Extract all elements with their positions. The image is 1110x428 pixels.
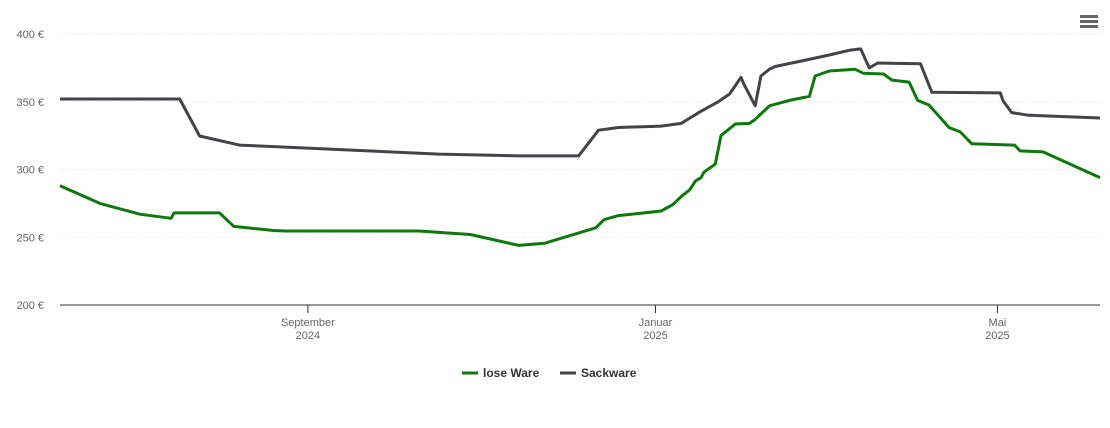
- x-tick-label: Mai 2025: [985, 317, 1009, 342]
- y-tick-label: 400 €: [16, 29, 44, 41]
- x-tick-label: September 2024: [281, 317, 335, 342]
- y-tick-label: 200 €: [16, 300, 44, 312]
- x-tick-label: Januar 2025: [639, 317, 673, 342]
- legend: lose Ware Sackware: [462, 366, 637, 380]
- y-tick-label: 300 €: [16, 165, 44, 177]
- line: [60, 47, 1101, 158]
- line: [59, 67, 1101, 247]
- legend-label: lose Ware: [483, 366, 540, 380]
- menu-icon[interactable]: [1080, 15, 1098, 28]
- menu-bar: [1080, 15, 1098, 18]
- y-tick-label: 350 €: [16, 97, 44, 109]
- legend-label: Sackware: [581, 366, 637, 380]
- y-tick-label: 250 €: [16, 232, 44, 244]
- menu-bar: [1080, 25, 1098, 28]
- menu-bar: [1080, 20, 1098, 23]
